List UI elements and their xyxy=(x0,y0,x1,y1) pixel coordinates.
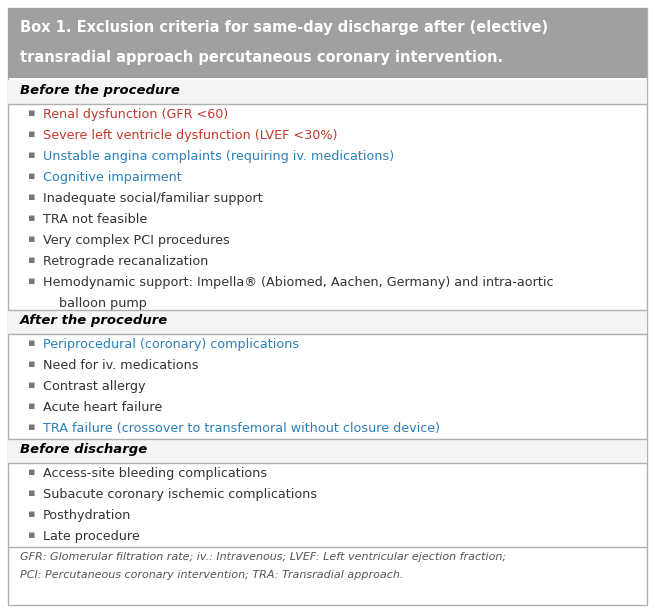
Text: ▪: ▪ xyxy=(28,422,35,432)
Text: ▪: ▪ xyxy=(28,530,35,540)
Text: ▪: ▪ xyxy=(28,234,35,244)
Text: ▪: ▪ xyxy=(28,213,35,223)
Text: Retrograde recanalization: Retrograde recanalization xyxy=(43,255,208,268)
Text: Acute heart failure: Acute heart failure xyxy=(43,401,162,414)
Text: ▪: ▪ xyxy=(28,488,35,498)
Text: Severe left ventricle dysfunction (LVEF <30%): Severe left ventricle dysfunction (LVEF … xyxy=(43,129,337,142)
Text: Access-site bleeding complications: Access-site bleeding complications xyxy=(43,467,267,480)
Text: ▪: ▪ xyxy=(28,255,35,265)
Text: After the procedure: After the procedure xyxy=(20,314,168,327)
Text: ▪: ▪ xyxy=(28,171,35,181)
Text: Before the procedure: Before the procedure xyxy=(20,84,180,97)
Text: ▪: ▪ xyxy=(28,380,35,390)
Text: Contrast allergy: Contrast allergy xyxy=(43,380,145,393)
Text: transradial approach percutaneous coronary intervention.: transradial approach percutaneous corona… xyxy=(20,50,503,65)
Bar xyxy=(8,80,647,104)
Text: ▪: ▪ xyxy=(28,108,35,118)
Text: TRA failure (crossover to transfemoral without closure device): TRA failure (crossover to transfemoral w… xyxy=(43,422,440,435)
Text: Subacute coronary ischemic complications: Subacute coronary ischemic complications xyxy=(43,488,317,501)
Text: Renal dysfunction (GFR <60): Renal dysfunction (GFR <60) xyxy=(43,108,228,121)
Text: GFR: Glomerular filtration rate; iv.: Intravenous; LVEF: Left ventricular ejecti: GFR: Glomerular filtration rate; iv.: In… xyxy=(20,552,506,562)
Text: ▪: ▪ xyxy=(28,467,35,477)
Text: ▪: ▪ xyxy=(28,359,35,369)
Text: TRA not feasible: TRA not feasible xyxy=(43,213,147,226)
Text: ▪: ▪ xyxy=(28,338,35,348)
Text: ▪: ▪ xyxy=(28,150,35,160)
Text: Before discharge: Before discharge xyxy=(20,443,147,456)
Bar xyxy=(8,439,647,463)
Text: Need for iv. medications: Need for iv. medications xyxy=(43,359,198,372)
Text: Very complex PCI procedures: Very complex PCI procedures xyxy=(43,234,230,247)
Text: ▪: ▪ xyxy=(28,401,35,411)
Text: Hemodynamic support: Impella® (Abiomed, Aachen, Germany) and intra-aortic: Hemodynamic support: Impella® (Abiomed, … xyxy=(43,276,553,289)
Text: Box 1. Exclusion criteria for same-day discharge after (elective): Box 1. Exclusion criteria for same-day d… xyxy=(20,20,548,35)
Text: Cognitive impairment: Cognitive impairment xyxy=(43,171,181,184)
Text: Late procedure: Late procedure xyxy=(43,530,140,543)
Text: Posthydration: Posthydration xyxy=(43,509,132,522)
Text: ▪: ▪ xyxy=(28,276,35,286)
Bar xyxy=(8,8,647,78)
Text: balloon pump: balloon pump xyxy=(43,297,147,310)
Bar xyxy=(8,310,647,334)
Text: ▪: ▪ xyxy=(28,129,35,139)
Text: Periprocedural (coronary) complications: Periprocedural (coronary) complications xyxy=(43,338,299,351)
Text: Inadequate social/familiar support: Inadequate social/familiar support xyxy=(43,192,263,205)
Text: Unstable angina complaints (requiring iv. medications): Unstable angina complaints (requiring iv… xyxy=(43,150,394,163)
Text: ▪: ▪ xyxy=(28,509,35,519)
Text: PCI: Percutaneous coronary intervention; TRA: Transradial approach.: PCI: Percutaneous coronary intervention;… xyxy=(20,570,403,580)
Text: ▪: ▪ xyxy=(28,192,35,202)
